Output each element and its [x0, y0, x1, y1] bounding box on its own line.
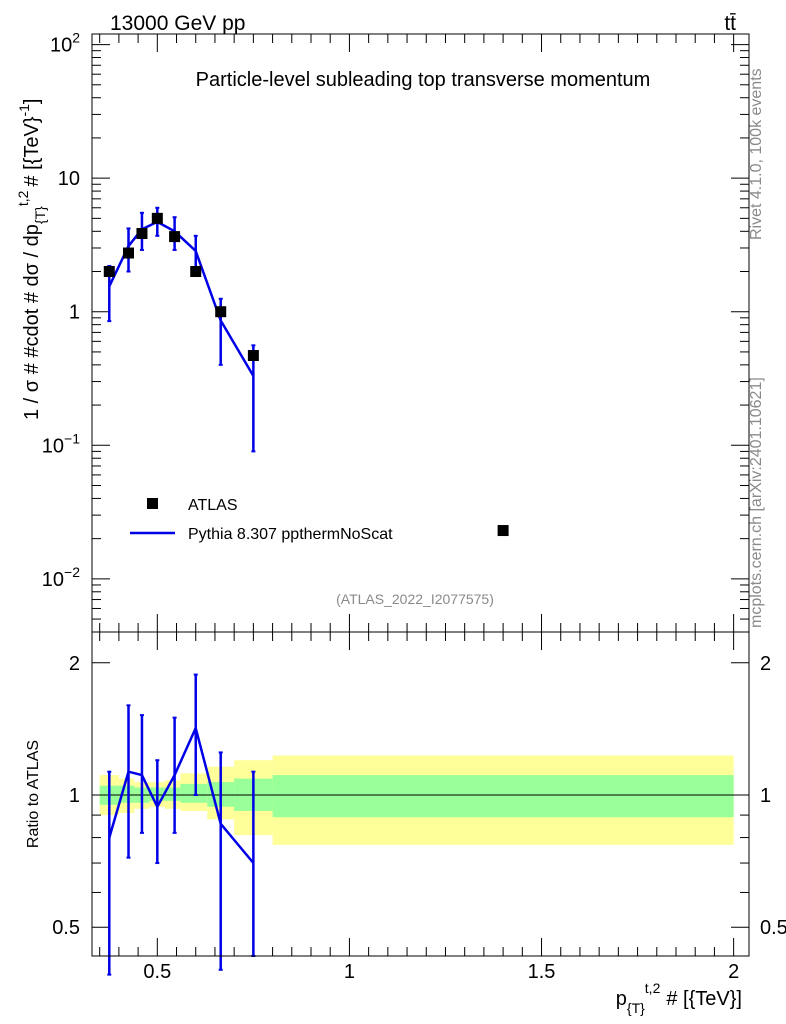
- ratio-panel-ticks: 2 2 1 1 0.5 0.5: [52, 632, 786, 956]
- x-axis-label: p{T}t,2 # [{TeV}]: [616, 980, 742, 1016]
- y-tick-label: 102: [50, 30, 80, 57]
- x-tick-label: 1.5: [528, 961, 556, 983]
- rivet-version-label: Rivet 4.1.0, 100k events: [748, 68, 765, 240]
- ratio-tick-label-right: 0.5: [760, 917, 786, 939]
- data-point: [169, 231, 181, 243]
- data-point: [247, 350, 259, 362]
- plot-title: Particle-level subleading top transverse…: [196, 69, 651, 91]
- y-tick-label: 10: [58, 168, 80, 190]
- ratio-tick-label-right: 1: [760, 785, 771, 807]
- uncertainty-bands: [99, 755, 734, 845]
- ratio-y-axis-label: Ratio to ATLAS: [25, 740, 42, 848]
- y-tick-label: 1: [69, 302, 80, 324]
- band-inner: [180, 783, 208, 803]
- ratio-mc-line: [108, 724, 255, 864]
- data-point: [151, 212, 163, 224]
- ratio-tick-label-left: 1: [69, 785, 80, 807]
- data-series-main: [103, 212, 509, 537]
- legend-data-label: ATLAS: [188, 497, 238, 514]
- data-point: [123, 247, 134, 259]
- legend: ATLAS Pythia 8.307 ppthermNoScat: [130, 497, 393, 543]
- analysis-id-label: (ATLAS_2022_I2077575): [336, 591, 494, 607]
- data-point: [215, 306, 227, 318]
- legend-mc-label: Pythia 8.307 ppthermNoScat: [188, 526, 393, 543]
- mc-line: [108, 220, 255, 377]
- energy-label: 13000 GeV pp: [110, 12, 245, 35]
- process-label: tt̄: [724, 12, 736, 35]
- data-point: [136, 228, 148, 240]
- mc-series-ratio: [107, 673, 256, 976]
- mc-series-main: [107, 206, 256, 453]
- ratio-panel-frame: [91, 631, 750, 957]
- legend-data-marker: [147, 498, 158, 509]
- data-point: [103, 266, 115, 278]
- main-panel-ticks: 102 10 1 10−1 10−2: [42, 30, 749, 633]
- x-tick-labels: 0.5 1 1.5 2: [143, 961, 739, 983]
- ratio-tick-label-left: 2: [69, 653, 80, 675]
- y-tick-label: 10−2: [42, 564, 80, 591]
- y-tick-label: 10−1: [42, 430, 80, 457]
- ratio-tick-label-left: 0.5: [52, 917, 80, 939]
- x-tick-label: 1: [344, 961, 355, 983]
- x-tick-label: 2: [728, 961, 739, 983]
- x-tick-label: 0.5: [143, 961, 171, 983]
- ratio-tick-label-right: 2: [760, 653, 771, 675]
- band-inner: [165, 787, 181, 801]
- data-point: [497, 525, 509, 537]
- mcplots-label: mcplots.cern.ch [arXiv:2401.10621]: [748, 377, 765, 628]
- y-axis-label: 1 / σ # #cdot # dσ / dp{T}t,2# [{TeV}-1]: [15, 99, 48, 420]
- band-inner: [272, 775, 734, 818]
- data-point: [190, 266, 202, 278]
